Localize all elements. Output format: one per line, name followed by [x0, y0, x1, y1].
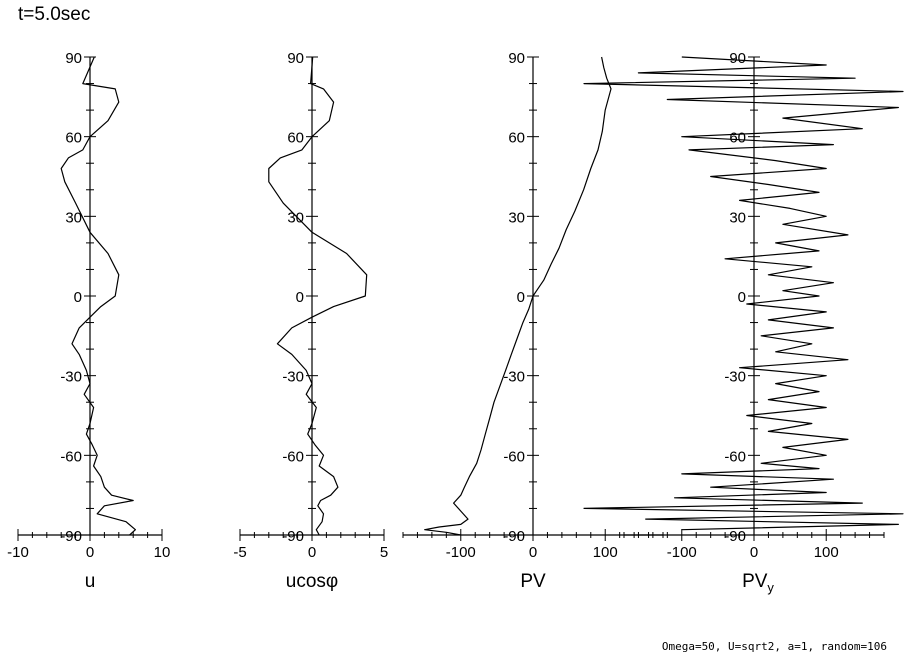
- x-tick-label: 100: [593, 544, 618, 561]
- x-tick-label: 100: [814, 544, 839, 561]
- y-tick-label: 60: [508, 130, 525, 147]
- y-tick-label: -60: [282, 448, 304, 465]
- footer-parameters: Omega=50, U=sqrt2, a=1, random=106: [662, 640, 887, 653]
- y-tick-label: 90: [508, 50, 525, 67]
- panel-pv: 90 60 30 0 -30 -60 -90 -100 0 100 PV: [402, 50, 664, 592]
- x-tick-label: 0: [86, 544, 94, 561]
- y-tick-label: -60: [60, 448, 82, 465]
- x-tick-label: -100: [446, 544, 476, 561]
- y-tick-label: 90: [729, 50, 746, 67]
- y-tick-label: 0: [517, 289, 525, 306]
- y-tick-label: -30: [282, 369, 304, 386]
- y-tick-label: 30: [65, 209, 82, 226]
- y-tick-label: 30: [508, 209, 525, 226]
- y-tick-label: -90: [724, 528, 746, 545]
- y-tick-label: 90: [65, 50, 82, 67]
- x-tick-label: 0: [529, 544, 537, 561]
- x-tick-label: 0: [750, 544, 758, 561]
- series-line-u: [60, 56, 136, 536]
- y-tick-label: -90: [282, 528, 304, 545]
- y-tick-label: 0: [296, 289, 304, 306]
- x-axis-label: ucosφ: [286, 571, 338, 592]
- y-tick-label: 0: [74, 289, 82, 306]
- x-axis-label: PVy: [742, 571, 774, 595]
- x-tick-label: -100: [667, 544, 697, 561]
- chart-title: t=5.0sec: [18, 4, 90, 25]
- y-tick-label: -60: [724, 448, 746, 465]
- y-tick-label: 30: [729, 209, 746, 226]
- x-tick-label: -10: [7, 544, 29, 561]
- panel-ucos: 90 60 30 0 -30 -60 -90 -5 0 5 ucosφ: [233, 50, 388, 592]
- x-axis-label: PV: [520, 571, 546, 592]
- y-tick-label: -90: [60, 528, 82, 545]
- y-tick-label: 60: [729, 130, 746, 147]
- panel-pvy: 90 60 30 0 -30 -60 -90 -100 0 100 PVy: [583, 50, 904, 595]
- y-tick-label: -60: [503, 448, 525, 465]
- y-tick-label: -30: [60, 369, 82, 386]
- y-tick-label: -30: [724, 369, 746, 386]
- x-tick-label: -5: [233, 544, 246, 561]
- x-axis-label: u: [85, 571, 96, 592]
- y-tick-label: -30: [503, 369, 525, 386]
- x-tick-label: 0: [308, 544, 316, 561]
- series-line-pvy: [583, 56, 904, 531]
- x-tick-label: 10: [154, 544, 171, 561]
- panel-u: 90 60 30 0 -30 -60 -90 -10 0 10 u: [7, 50, 170, 592]
- series-line-pv: [424, 56, 612, 536]
- y-tick-label: 0: [738, 289, 746, 306]
- y-tick-label: -90: [503, 528, 525, 545]
- y-tick-label: 60: [287, 130, 304, 147]
- y-tick-label: 30: [287, 209, 304, 226]
- series-line-ucos: [268, 56, 368, 536]
- y-tick-label: 60: [65, 130, 82, 147]
- y-tick-label: 90: [287, 50, 304, 67]
- x-tick-label: 5: [380, 544, 388, 561]
